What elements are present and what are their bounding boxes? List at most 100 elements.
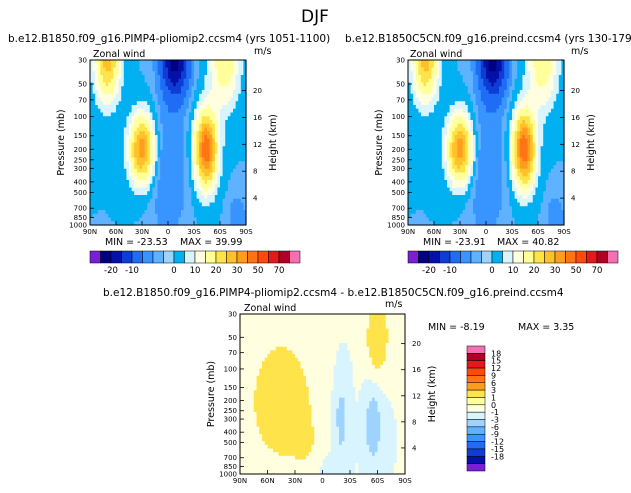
contour-cell	[238, 105, 242, 110]
contour-cell	[108, 153, 112, 159]
contour-cell	[410, 75, 414, 80]
contour-cell	[473, 187, 477, 192]
contour-cell	[212, 172, 216, 177]
contour-cell	[178, 153, 182, 159]
contour-cell	[165, 67, 169, 72]
contour-cell	[129, 97, 133, 102]
contour-cell	[525, 161, 529, 166]
contour-cell	[194, 101, 198, 106]
contour-cell	[499, 153, 503, 159]
contour-cell	[165, 172, 169, 177]
contour-cell	[530, 105, 534, 110]
contour-cell	[410, 161, 414, 166]
contour-cell	[240, 127, 244, 132]
contour-cell	[470, 60, 474, 65]
contour-cell	[144, 198, 148, 204]
contour-cell	[191, 86, 195, 91]
contour-cell	[538, 123, 542, 129]
contour-cell	[188, 146, 192, 151]
contour-cell	[134, 150, 138, 155]
contour-cell	[95, 172, 99, 177]
contour-cell	[444, 63, 448, 69]
contour-cell	[181, 108, 185, 114]
contour-cell	[426, 127, 430, 132]
contour-cell	[209, 217, 213, 222]
contour-cell	[532, 165, 536, 170]
contour-cell	[155, 127, 159, 132]
contour-cell	[447, 142, 451, 147]
contour-cell	[454, 168, 458, 174]
contour-cell	[196, 131, 200, 136]
contour-cell	[147, 153, 151, 159]
contour-cell	[136, 138, 140, 144]
contour-cell	[204, 131, 208, 136]
contour-cell	[196, 206, 200, 211]
contour-cell	[194, 86, 198, 91]
contour-cell	[421, 180, 425, 185]
contour-cell	[199, 90, 203, 95]
contour-cell	[222, 210, 226, 215]
contour-cell	[530, 71, 534, 76]
contour-cell	[90, 90, 94, 95]
contour-cell	[470, 71, 474, 76]
contour-cell	[514, 120, 518, 125]
contour-cell	[160, 90, 164, 95]
contour-cell	[157, 93, 161, 99]
contour-cell	[168, 71, 172, 76]
x-tick-label: 30S	[187, 228, 201, 236]
contour-cell	[504, 172, 508, 177]
contour-cell	[525, 67, 529, 72]
contour-cell	[525, 101, 529, 106]
contour-cell	[90, 63, 94, 69]
contour-cell	[100, 195, 104, 200]
contour-cell	[467, 191, 471, 196]
contour-cell	[561, 112, 565, 117]
contour-cell	[160, 161, 164, 166]
contour-cell	[168, 206, 172, 211]
contour-cell	[92, 176, 96, 181]
contour-cell	[129, 82, 133, 87]
contour-cell	[504, 183, 508, 189]
contour-cell	[134, 153, 138, 159]
contour-cell	[165, 198, 169, 204]
contour-cell	[509, 97, 513, 102]
contour-cell	[522, 86, 526, 91]
contour-cell	[553, 138, 557, 144]
contour-cell	[139, 116, 143, 121]
contour-cell	[227, 198, 231, 204]
contour-cell	[488, 153, 492, 159]
contour-cell	[142, 210, 146, 215]
contour-cell	[551, 67, 555, 72]
contour-cell	[225, 105, 229, 110]
contour-cell	[105, 161, 109, 166]
contour-cell	[428, 116, 432, 121]
contour-cell	[496, 63, 500, 69]
contour-cell	[506, 78, 510, 84]
contour-cell	[217, 187, 221, 192]
contour-cell	[493, 82, 497, 87]
contour-cell	[238, 221, 242, 226]
contour-cell	[181, 195, 185, 200]
contour-cell	[527, 146, 531, 151]
contour-cell	[227, 217, 231, 222]
contour-cell	[517, 191, 521, 196]
contour-cell	[100, 82, 104, 87]
contour-cell	[447, 105, 451, 110]
contour-cell	[491, 161, 495, 166]
contour-cell	[436, 146, 440, 151]
contour-cell	[188, 105, 192, 110]
contour-cell	[136, 180, 140, 185]
contour-cell	[230, 191, 234, 196]
contour-cell	[551, 142, 555, 147]
contour-cell	[90, 195, 94, 200]
contour-cell	[535, 108, 539, 114]
contour-cell	[517, 172, 521, 177]
contour-cell	[139, 108, 143, 114]
contour-cell	[558, 75, 562, 80]
contour-cell	[509, 187, 513, 192]
contour-cell	[186, 101, 190, 106]
contour-cell	[113, 93, 117, 99]
contour-cell	[220, 90, 224, 95]
contour-cell	[225, 180, 229, 185]
contour-cell	[240, 78, 244, 84]
